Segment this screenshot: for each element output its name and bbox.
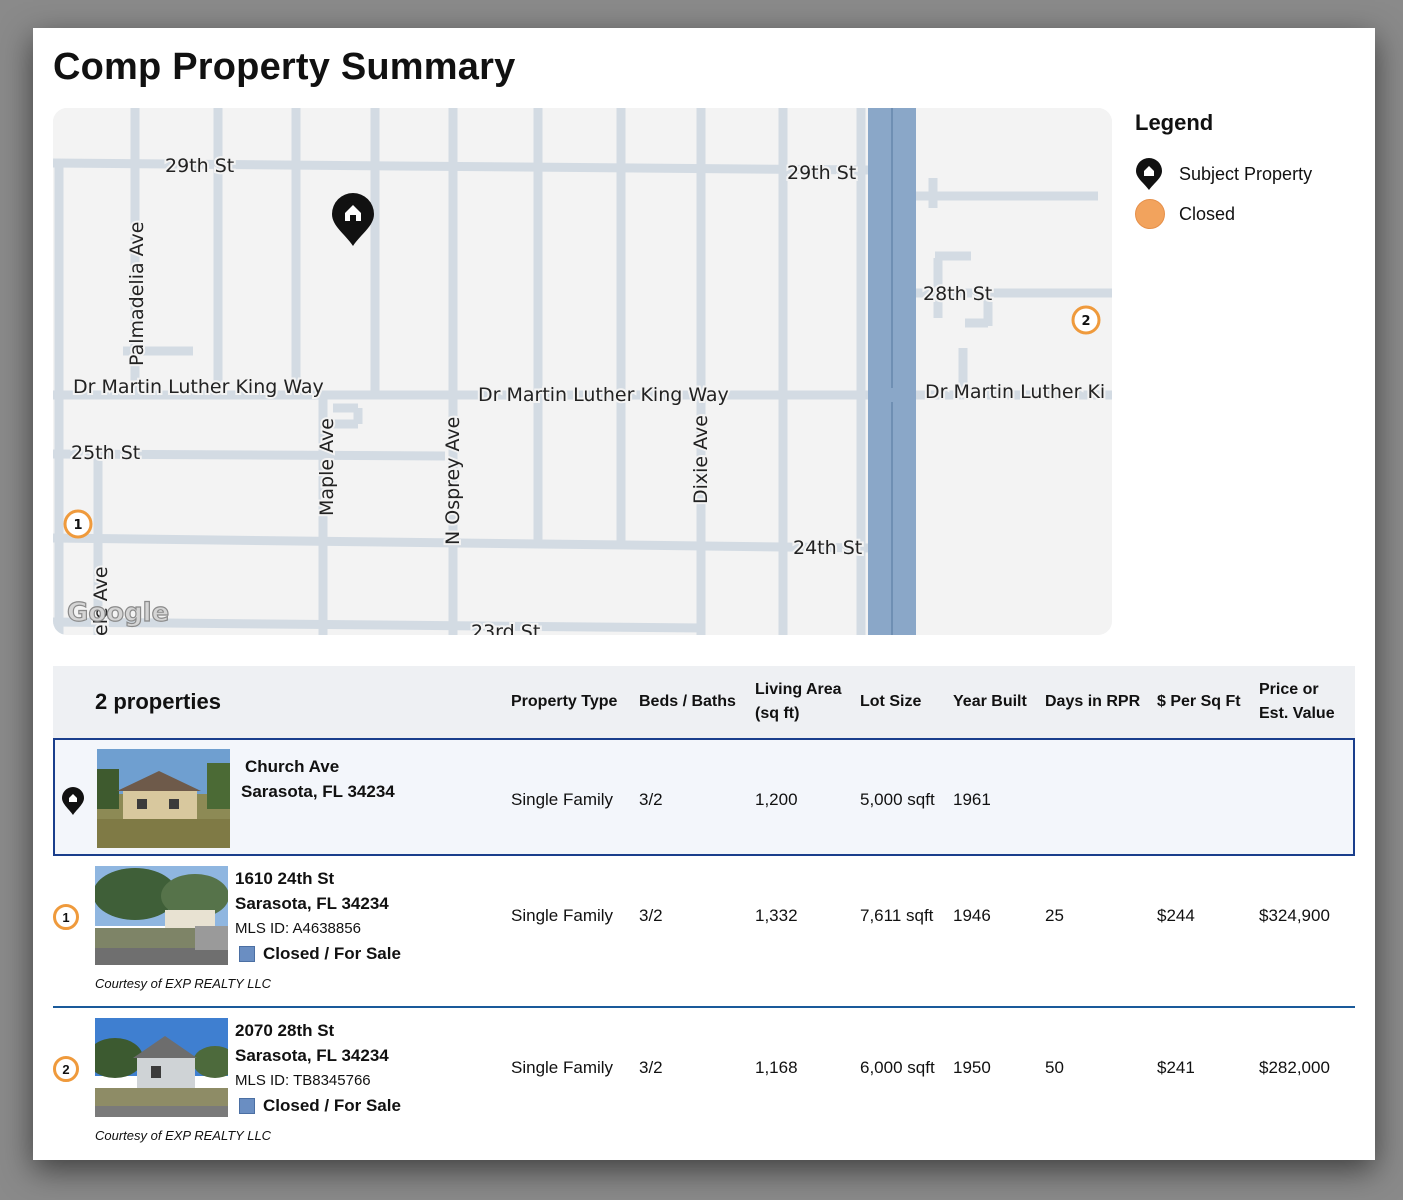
table-row[interactable]: 1 1610 24th St Sarasota, FL 34234 MLS ID… [53, 856, 1355, 1008]
comp-marker-1[interactable]: 1 [63, 509, 93, 539]
comp-marker-2[interactable]: 2 [1071, 305, 1101, 335]
address-city: Sarasota, FL 34234 [241, 782, 395, 801]
address-street: 1610 24th St [235, 869, 335, 888]
comp-badge: 1 [53, 904, 79, 930]
cell-lot-size: 6,000 sqft [860, 1058, 935, 1077]
subject-address: Church Ave Sarasota, FL 34234 [241, 754, 395, 804]
address-city: Sarasota, FL 34234 [235, 1046, 389, 1065]
closed-dot-icon [1135, 199, 1165, 229]
address-city: Sarasota, FL 34234 [235, 894, 389, 913]
cell-price: $324,900 [1259, 906, 1330, 925]
status-label: Closed / For Sale [263, 944, 401, 963]
street-label: N Osprey Ave [442, 417, 464, 545]
col-year-built[interactable]: Year Built [953, 693, 1027, 710]
cell-property-type: Single Family [511, 1058, 614, 1077]
map-canvas[interactable]: 29th St 29th St 28th St Dr Martin Luther… [53, 108, 1112, 635]
col-price-per-sqft[interactable]: $ Per Sq Ft [1157, 693, 1241, 710]
col-beds-baths[interactable]: Beds / Baths [639, 693, 736, 710]
comp-table: 2 properties Property Type Beds / Baths … [53, 666, 1355, 1158]
col-lot-size[interactable]: Lot Size [860, 693, 922, 710]
col-price[interactable]: Price or Est. Value [1259, 666, 1335, 738]
street-label: Dixie Ave [690, 415, 712, 504]
status-label: Closed / For Sale [263, 1096, 401, 1115]
subject-marker-icon [61, 786, 85, 821]
status-square-icon [239, 1097, 255, 1114]
cell-living-area: 1,200 [755, 790, 798, 809]
cell-beds-baths: 3/2 [639, 1058, 663, 1077]
cell-price-per-sqft: $241 [1157, 1058, 1195, 1077]
cell-property-type: Single Family [511, 790, 614, 809]
listing-status: Closed / For Sale [235, 1093, 401, 1118]
cell-living-area: 1,332 [755, 906, 798, 925]
map[interactable]: 29th St 29th St 28th St Dr Martin Luther… [53, 108, 1112, 635]
legend-subject-label: Subject Property [1179, 163, 1313, 184]
svg-text:2: 2 [1081, 314, 1090, 329]
cell-lot-size: 5,000 sqft [860, 790, 935, 809]
col-price-line2: Est. Value [1259, 705, 1335, 722]
cell-days-in-rpr: 50 [1045, 1058, 1064, 1077]
comp-address: 1610 24th St Sarasota, FL 34234 MLS ID: … [235, 866, 401, 966]
street-label: Palmadelia Ave [126, 222, 148, 367]
courtesy-note: Courtesy of EXP REALTY LLC [95, 976, 272, 991]
google-logo: Google [67, 598, 169, 628]
cell-living-area: 1,168 [755, 1058, 798, 1077]
cell-days-in-rpr: 25 [1045, 906, 1064, 925]
property-photo[interactable] [97, 749, 230, 848]
street-label: 29th St [165, 155, 234, 177]
table-header: 2 properties Property Type Beds / Baths … [53, 666, 1355, 738]
col-living-area-line2: (sq ft) [755, 705, 800, 722]
courtesy-note: Courtesy of EXP REALTY LLC [95, 1128, 272, 1143]
cell-year-built: 1950 [953, 1058, 991, 1077]
cell-lot-size: 7,611 sqft [860, 906, 934, 925]
cell-beds-baths: 3/2 [639, 906, 663, 925]
street-label: ele Ave [90, 566, 112, 635]
mls-id: MLS ID: TB8345766 [235, 1072, 371, 1089]
legend-title: Legend [1135, 110, 1214, 135]
property-photo[interactable] [95, 866, 228, 965]
svg-text:1: 1 [73, 518, 82, 533]
address-street: Church Ave [245, 757, 340, 776]
street-label: 23rd St [471, 621, 540, 635]
street-label: 28th St [923, 283, 992, 305]
col-living-area[interactable]: Living Area (sq ft) [755, 666, 842, 738]
legend-closed-label: Closed [1179, 203, 1236, 224]
col-living-area-line1: Living Area [755, 681, 842, 698]
mls-id: MLS ID: A4638856 [235, 920, 361, 937]
legend-closed: Closed [1135, 194, 1365, 234]
property-count: 2 properties [95, 689, 221, 714]
address-street: 2070 28th St [235, 1021, 335, 1040]
table-row[interactable]: 2 2070 28th St Sarasota, FL 34234 MLS ID… [53, 1008, 1355, 1158]
legend: Legend Subject Property Closed [1135, 110, 1365, 234]
page-title: Comp Property Summary [53, 46, 516, 88]
subject-row[interactable]: Church Ave Sarasota, FL 34234 Single Fam… [53, 738, 1355, 856]
comp-address: 2070 28th St Sarasota, FL 34234 MLS ID: … [235, 1018, 401, 1118]
cell-property-type: Single Family [511, 906, 614, 925]
subject-property-marker-icon[interactable] [332, 193, 374, 246]
cell-price: $282,000 [1259, 1058, 1330, 1077]
status-square-icon [239, 945, 255, 962]
comp-badge: 2 [53, 1056, 79, 1082]
street-label: Dr Martin Luther King Way [478, 384, 729, 406]
street-label: 24th St [793, 537, 862, 559]
cell-price-per-sqft: $244 [1157, 906, 1195, 925]
cell-beds-baths: 3/2 [639, 790, 663, 809]
cell-year-built: 1946 [953, 906, 991, 925]
legend-subject: Subject Property [1135, 154, 1365, 194]
report-page: Comp Property Summary [33, 28, 1375, 1160]
col-days-in-rpr[interactable]: Days in RPR [1045, 693, 1141, 710]
col-property-type[interactable]: Property Type [511, 693, 618, 710]
listing-status: Closed / For Sale [235, 941, 401, 966]
cell-year-built: 1961 [953, 790, 991, 809]
subject-marker-icon [1135, 157, 1179, 191]
property-photo[interactable] [95, 1018, 228, 1117]
street-label: Dr Martin Luther King Way [73, 376, 324, 398]
street-label: 29th St [787, 162, 856, 184]
street-label: Maple Ave [316, 418, 338, 516]
street-label: 25th St [71, 442, 140, 464]
col-price-line1: Price or [1259, 681, 1319, 698]
street-label: Dr Martin Luther Ki [925, 381, 1105, 403]
